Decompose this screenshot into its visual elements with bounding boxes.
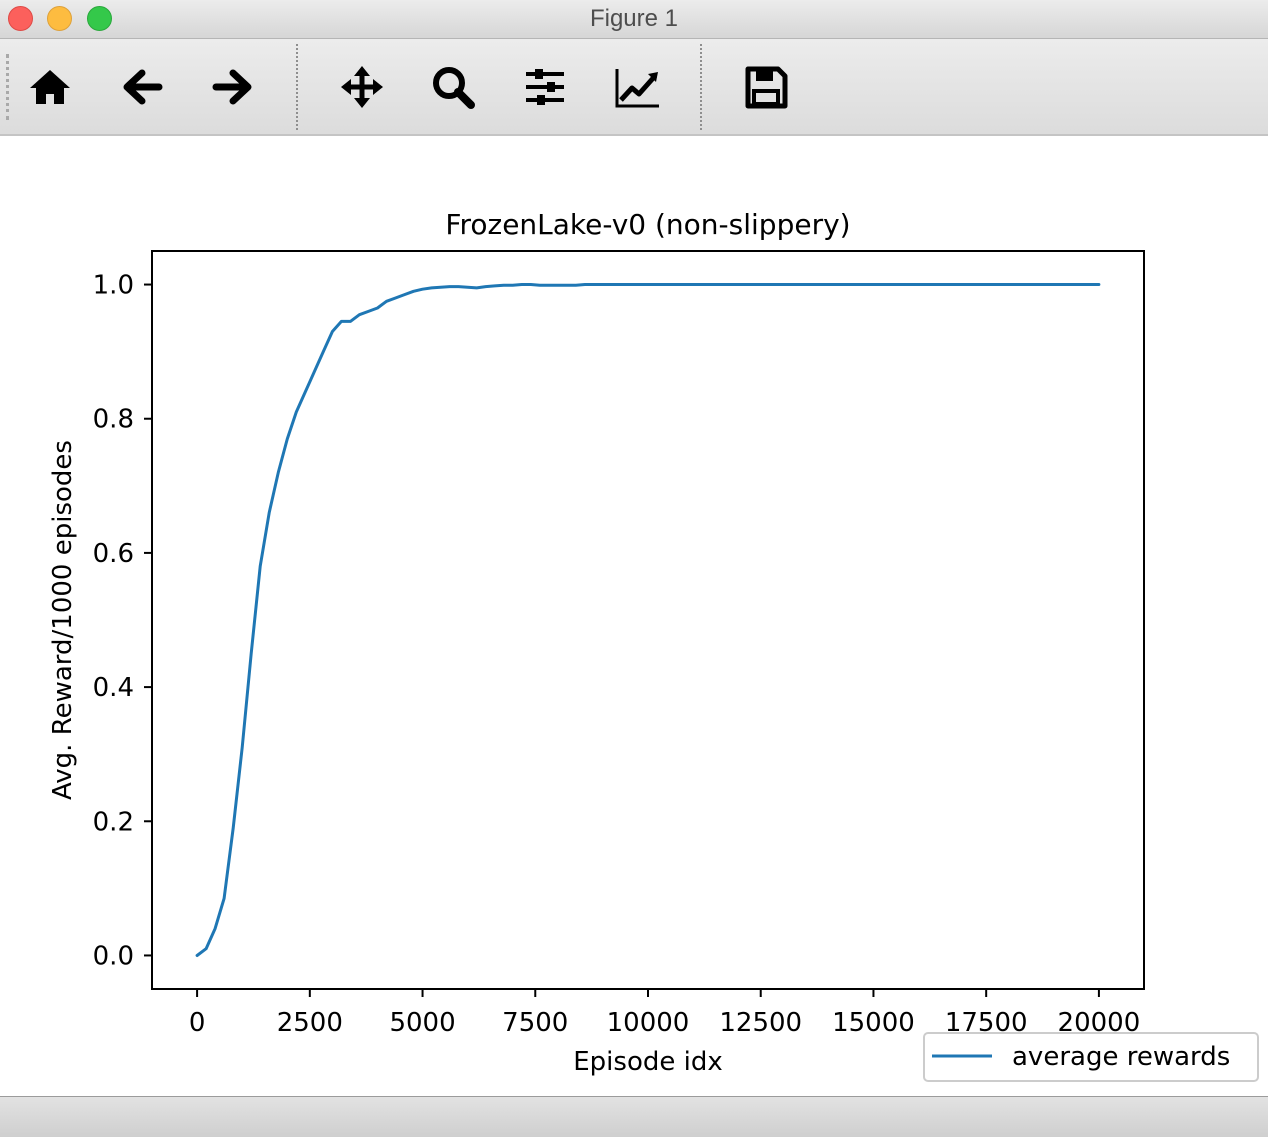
axes-edit-icon (615, 69, 659, 108)
y-tick-label: 0.4 (93, 673, 134, 703)
toolbar-separator (700, 44, 702, 130)
legend-label-average-rewards: average rewards (1012, 1042, 1230, 1072)
y-axis: 0.0 0.2 0.4 0.6 0.8 1.0 (93, 271, 152, 971)
y-tick-label: 0.8 (93, 405, 134, 435)
forward-button[interactable] (210, 64, 256, 110)
chart-title: FrozenLake-v0 (non-slippery) (445, 208, 850, 241)
y-tick-label: 0.2 (93, 807, 134, 837)
legend-box (923, 1032, 1259, 1082)
x-axis-label: Episode idx (573, 1047, 723, 1077)
subplots-config-icon (526, 69, 564, 105)
y-axis-label: Avg. Reward/1000 episodes (48, 440, 78, 800)
x-tick-label: 7500 (502, 1008, 568, 1038)
zoom-button[interactable] (430, 64, 476, 110)
legend: average rewards (923, 1032, 1259, 1082)
x-tick-label: 2500 (277, 1008, 343, 1038)
y-tick-label: 1.0 (93, 271, 134, 301)
zoom-icon (433, 67, 475, 109)
back-arrow-icon (123, 69, 163, 105)
save-icon (745, 66, 788, 109)
series-layer (195, 283, 1101, 957)
x-tick-label: 10000 (607, 1008, 690, 1038)
pan-button[interactable] (339, 64, 385, 110)
back-button[interactable] (119, 64, 165, 110)
forward-arrow-icon (212, 69, 252, 105)
save-button[interactable] (743, 64, 789, 110)
minimize-window-button[interactable] (47, 6, 72, 31)
figure-toolbar (0, 39, 1268, 136)
x-tick-label: 0 (189, 1008, 206, 1038)
plot-area[interactable] (152, 251, 1144, 989)
axes-frame (151, 250, 1145, 990)
series-line-average-rewards (195, 283, 1101, 957)
y-tick-label: 0.0 (93, 941, 134, 971)
x-tick-label: 5000 (389, 1008, 455, 1038)
status-bar (0, 1096, 1268, 1137)
toolbar-separator (296, 44, 298, 130)
zoom-window-button[interactable] (87, 6, 112, 31)
figure-canvas[interactable]: FrozenLake-v0 (non-slippery) 0 2500 5000 75… (0, 136, 1268, 1096)
edit-axes-button[interactable] (614, 64, 660, 110)
x-tick-label: 12500 (719, 1008, 802, 1038)
x-tick-label: 15000 (832, 1008, 915, 1038)
y-tick-label: 0.6 (93, 539, 134, 569)
home-icon (30, 70, 70, 104)
pan-icon (341, 66, 383, 108)
configure-subplots-button[interactable] (522, 64, 568, 110)
home-button[interactable] (27, 64, 73, 110)
close-window-button[interactable] (8, 6, 33, 31)
window-title: Figure 1 (589, 5, 679, 32)
toolbar-grip-handle[interactable] (6, 54, 9, 120)
window-titlebar: Figure 1 (0, 0, 1268, 39)
